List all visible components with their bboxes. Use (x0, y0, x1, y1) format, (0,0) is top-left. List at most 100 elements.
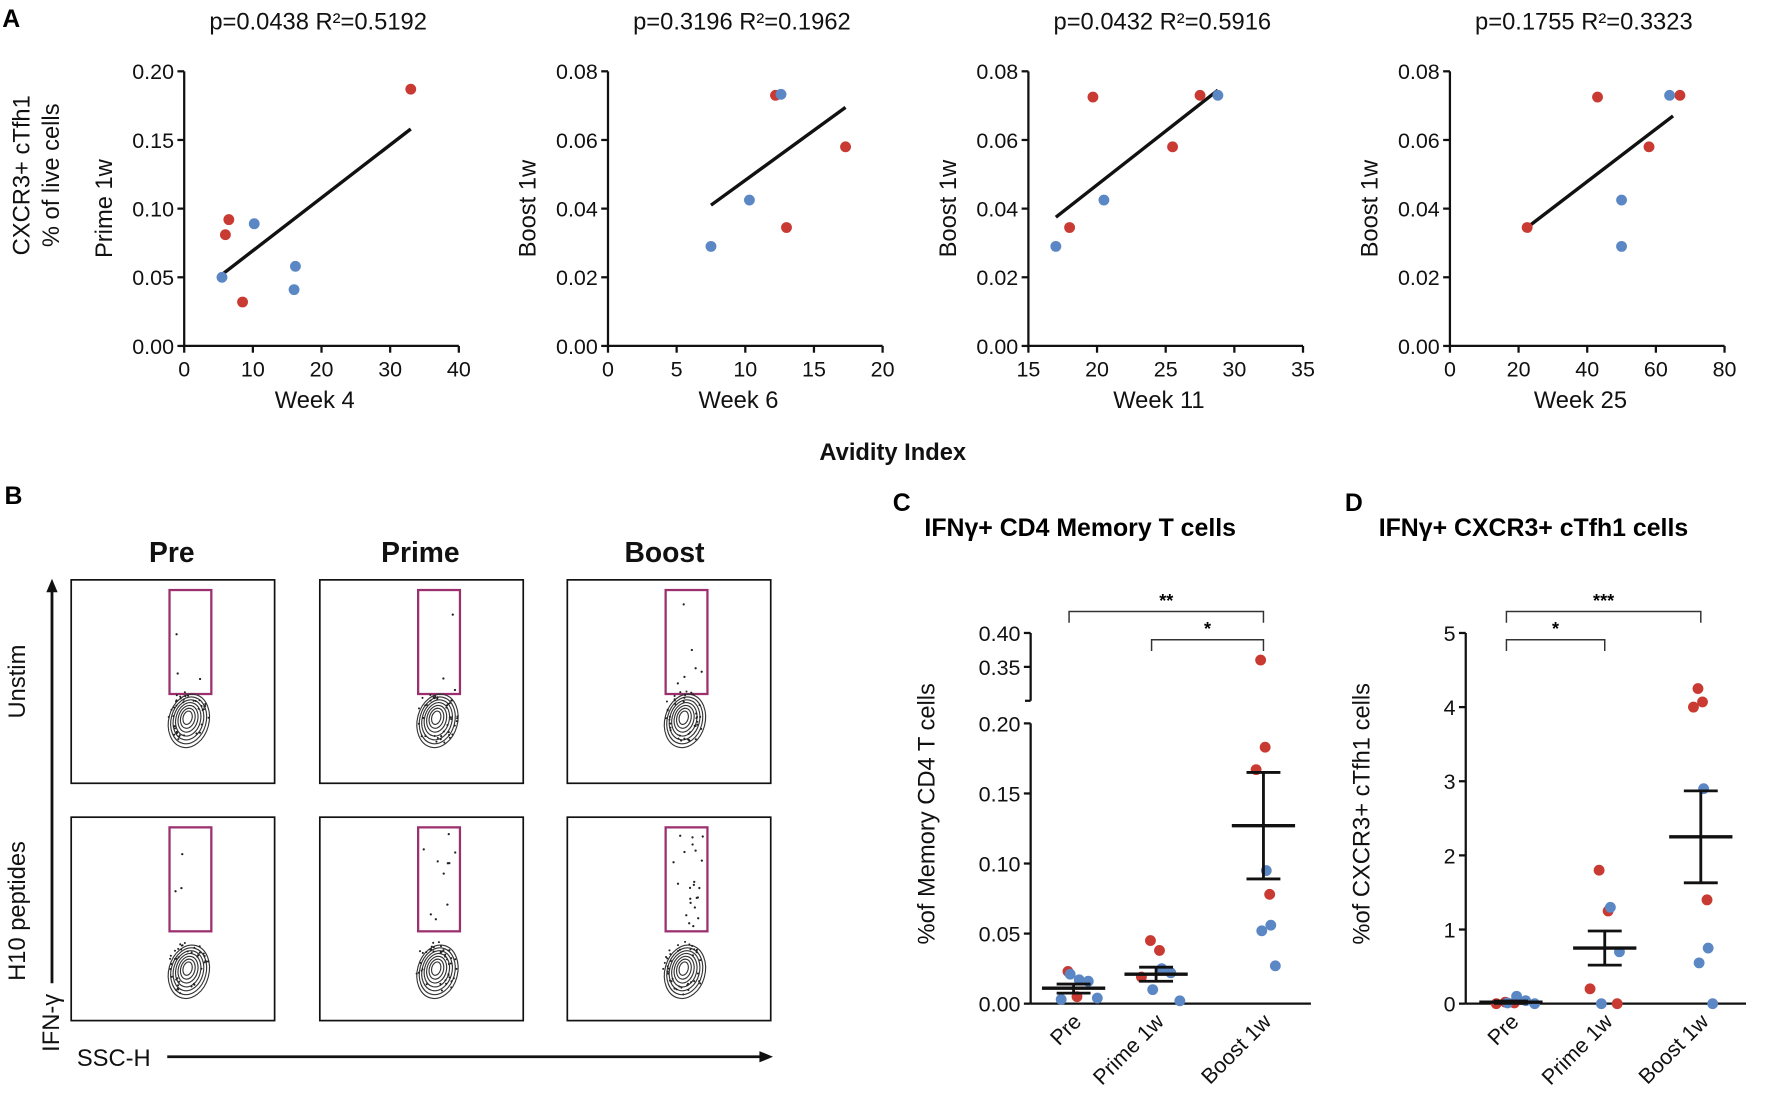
event-dot (689, 731, 692, 734)
event-dot (455, 720, 458, 723)
y-tick-label: 0.08 (976, 60, 1018, 84)
gated-event-dot (422, 848, 425, 851)
gated-event-dot (682, 603, 685, 606)
y-axis-label: Boost 1w (516, 159, 542, 257)
y-tick-label: 0.40 (979, 622, 1021, 646)
event-dot (444, 953, 447, 956)
event-dot (688, 943, 691, 946)
event-dot (693, 980, 696, 983)
event-dot (184, 695, 187, 698)
panel-c: IFNγ+ CD4 Memory T cells 0.00 0.05 0.10 0.15… (915, 514, 1311, 1090)
data-point-red (1643, 141, 1655, 153)
contour-line (673, 704, 695, 733)
data-point-red (1167, 141, 1178, 153)
event-dot (436, 737, 439, 740)
x-axis-label-ssch: SSC-H (77, 1046, 151, 1072)
y-tick-label: 0.00 (976, 335, 1018, 359)
gated-event-dot (442, 872, 445, 875)
data-point-red (1194, 89, 1206, 101)
event-dot (173, 706, 176, 709)
event-dot (440, 989, 443, 992)
event-dot (172, 715, 175, 718)
gated-event-dot (436, 860, 439, 863)
flow-plot-frame (70, 579, 276, 785)
y-axis-label: Prime 1w (92, 158, 118, 258)
regression-line (220, 127, 412, 276)
contour-line (678, 961, 689, 976)
panel-a: p=0.0438 R²=0.5192 0.00 0.05 0.10 0.15 0.20 0 1… (92, 10, 1737, 415)
event-dot (429, 693, 432, 697)
event-dot (680, 739, 683, 742)
event-dot (182, 698, 185, 701)
event-dot (695, 951, 698, 954)
scatter-plot-a1: p=0.0438 R²=0.5192 0.00 0.05 0.10 0.15 0.20 0 1… (92, 10, 471, 415)
event-dot (669, 953, 672, 956)
event-dot (173, 725, 176, 728)
x-axis-label: Week 6 (699, 388, 779, 414)
data-point-blue (743, 194, 755, 206)
flow-plot-unstim-prime (318, 579, 525, 785)
data-point-blue (1265, 919, 1277, 931)
gated-event-dot (447, 832, 450, 836)
y-tick-label: 4 (1444, 696, 1456, 720)
event-dot (680, 986, 683, 989)
event-dot (421, 951, 424, 954)
gated-event-dot (676, 882, 680, 885)
data-point-blue (1147, 984, 1159, 996)
event-dot (663, 961, 666, 964)
x-tick-label: 20 (1085, 357, 1109, 381)
event-dot (448, 949, 451, 952)
data-point-blue (1616, 240, 1627, 252)
gated-event-dot (676, 682, 679, 685)
event-dot (430, 948, 433, 951)
contour-line (678, 710, 689, 725)
event-dot (439, 738, 442, 741)
contour-line (182, 961, 193, 976)
y-tick-label: 0.08 (556, 60, 598, 84)
event-dot (436, 696, 439, 699)
y-tick-label: 0.10 (979, 852, 1021, 876)
event-dot (448, 976, 451, 979)
gated-event-dot (691, 843, 694, 846)
flow-plot-h10-pre (70, 816, 276, 1022)
contour-line (179, 707, 196, 729)
event-dot (456, 715, 459, 718)
scatter-plot-a4: p=0.1755 R²=0.3323 0.00 0.02 0.04 0.06 0.08 0 2… (1358, 10, 1737, 415)
contour-line (174, 952, 202, 988)
flow-plot-frame (318, 816, 525, 1022)
contour-line (428, 707, 445, 729)
event-dot (170, 962, 173, 966)
contour-line (167, 944, 211, 1000)
data-point-blue (1664, 89, 1676, 101)
event-dot (175, 989, 178, 992)
event-dot (694, 738, 697, 741)
x-tick-label: 80 (1713, 357, 1737, 381)
event-dot (180, 944, 183, 947)
data-point-blue (705, 240, 717, 252)
event-dot (450, 980, 453, 983)
event-dot (207, 960, 210, 963)
event-dot (447, 962, 450, 965)
event-dot (669, 960, 672, 963)
event-dot (696, 972, 699, 975)
event-dot (435, 740, 438, 743)
event-dot (432, 941, 435, 944)
event-dot (682, 700, 685, 703)
event-dot (178, 980, 181, 983)
event-dot (662, 967, 665, 970)
category-label: Pre (1483, 1009, 1524, 1050)
event-dot (439, 982, 442, 985)
event-dot (421, 968, 424, 971)
event-dot (202, 952, 205, 955)
contour-line (673, 955, 695, 984)
event-dot (180, 948, 183, 951)
contour-line (177, 704, 199, 733)
contour-line (416, 944, 459, 1000)
data-point-red (1592, 91, 1603, 103)
event-dot (434, 695, 437, 698)
event-dot (207, 716, 210, 719)
event-dot (699, 959, 702, 962)
significance-label: *** (1593, 591, 1615, 611)
x-tick-label: 20 (310, 357, 334, 381)
event-dot (179, 943, 182, 946)
